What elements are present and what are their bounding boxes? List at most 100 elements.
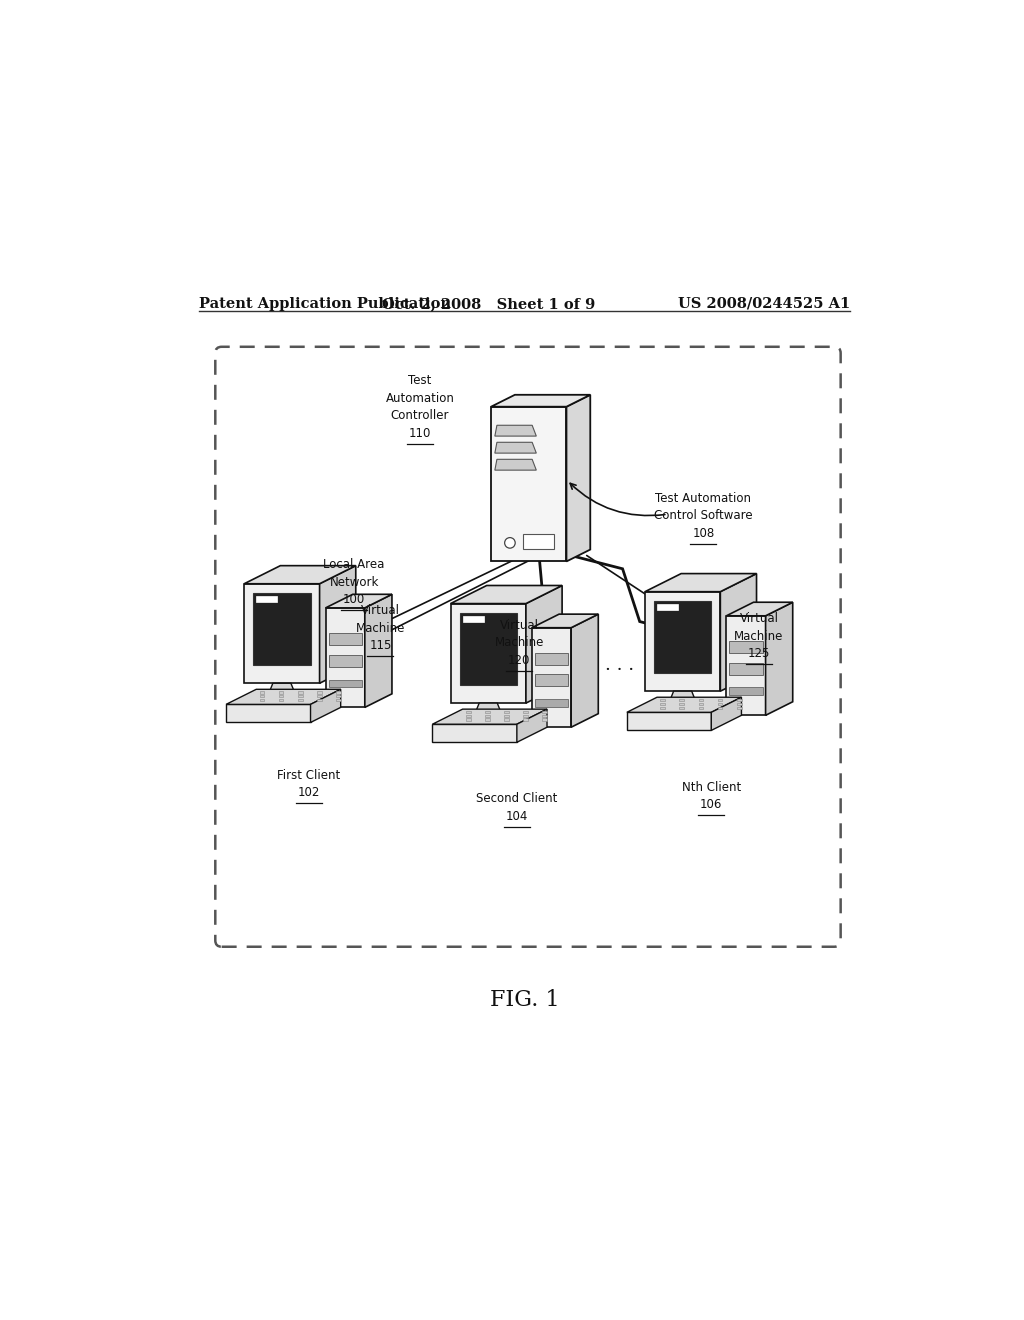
Text: Virtual: Virtual [360, 605, 399, 618]
Text: Network: Network [330, 576, 379, 589]
Text: Nth Client: Nth Client [682, 780, 741, 793]
Polygon shape [517, 709, 547, 742]
Polygon shape [329, 655, 361, 667]
Polygon shape [736, 700, 741, 701]
Polygon shape [329, 680, 361, 688]
Polygon shape [566, 395, 590, 561]
Text: 115: 115 [370, 639, 391, 652]
Text: US 2008/0244525 A1: US 2008/0244525 A1 [678, 297, 850, 312]
Polygon shape [523, 711, 528, 713]
Polygon shape [660, 702, 666, 705]
Text: Local Area: Local Area [324, 558, 385, 572]
Polygon shape [473, 704, 503, 718]
Text: FIG. 1: FIG. 1 [490, 989, 559, 1011]
Polygon shape [485, 718, 489, 721]
Polygon shape [298, 694, 302, 697]
Polygon shape [698, 700, 703, 701]
Text: 125: 125 [748, 647, 770, 660]
Polygon shape [523, 714, 528, 717]
Polygon shape [466, 714, 471, 717]
Polygon shape [432, 709, 547, 725]
Polygon shape [654, 601, 712, 673]
Polygon shape [718, 702, 723, 705]
Text: Test Automation: Test Automation [655, 492, 752, 504]
Polygon shape [244, 566, 355, 583]
Polygon shape [627, 713, 712, 730]
Text: . . .: . . . [605, 656, 635, 675]
Polygon shape [680, 700, 684, 701]
Text: First Client: First Client [278, 768, 341, 781]
Polygon shape [279, 694, 284, 697]
Polygon shape [766, 602, 793, 715]
Polygon shape [259, 692, 264, 693]
Text: Machine: Machine [734, 630, 783, 643]
Text: Machine: Machine [355, 622, 406, 635]
Text: Automation: Automation [386, 392, 455, 405]
Polygon shape [485, 714, 489, 717]
Text: 106: 106 [700, 799, 723, 810]
Polygon shape [329, 632, 361, 644]
Polygon shape [657, 603, 678, 610]
Polygon shape [495, 459, 537, 470]
Polygon shape [259, 698, 264, 701]
Polygon shape [466, 711, 471, 713]
Polygon shape [543, 718, 547, 721]
Polygon shape [267, 684, 297, 698]
Polygon shape [526, 586, 562, 704]
Text: 104: 104 [506, 810, 528, 822]
Polygon shape [460, 612, 517, 685]
Text: 110: 110 [409, 426, 431, 440]
Polygon shape [319, 566, 355, 684]
Polygon shape [535, 652, 568, 664]
Text: 102: 102 [298, 787, 321, 799]
Polygon shape [680, 702, 684, 705]
Polygon shape [365, 594, 392, 708]
Polygon shape [495, 442, 537, 453]
Polygon shape [726, 602, 793, 616]
Text: Oct. 2, 2008   Sheet 1 of 9: Oct. 2, 2008 Sheet 1 of 9 [382, 297, 596, 312]
Polygon shape [432, 725, 517, 742]
Text: Virtual: Virtual [500, 619, 539, 632]
Polygon shape [718, 706, 723, 709]
Polygon shape [698, 706, 703, 709]
Polygon shape [244, 583, 319, 684]
Polygon shape [645, 591, 720, 692]
Polygon shape [523, 718, 528, 721]
Polygon shape [326, 594, 392, 609]
Polygon shape [336, 694, 341, 697]
Text: Machine: Machine [495, 636, 544, 649]
Polygon shape [451, 586, 562, 603]
Polygon shape [645, 574, 757, 591]
Polygon shape [298, 692, 302, 693]
Polygon shape [571, 614, 598, 727]
Text: Second Client: Second Client [476, 792, 557, 805]
Polygon shape [720, 574, 757, 692]
Text: Controller: Controller [391, 409, 450, 422]
Polygon shape [279, 698, 284, 701]
Polygon shape [316, 694, 322, 697]
Text: 108: 108 [692, 527, 715, 540]
Polygon shape [256, 595, 278, 602]
Polygon shape [316, 692, 322, 693]
Polygon shape [698, 702, 703, 705]
Polygon shape [504, 718, 509, 721]
Polygon shape [504, 711, 509, 713]
Polygon shape [726, 616, 766, 715]
Polygon shape [310, 689, 341, 722]
Text: Control Software: Control Software [654, 510, 753, 523]
Polygon shape [492, 395, 590, 407]
Polygon shape [522, 533, 554, 549]
Polygon shape [627, 697, 741, 713]
Polygon shape [729, 640, 763, 652]
Polygon shape [451, 603, 526, 704]
Text: Patent Application Publication: Patent Application Publication [200, 297, 452, 312]
Polygon shape [336, 698, 341, 701]
FancyBboxPatch shape [215, 347, 841, 946]
Polygon shape [531, 628, 571, 727]
Polygon shape [495, 425, 537, 436]
Polygon shape [660, 700, 666, 701]
Polygon shape [259, 694, 264, 697]
Polygon shape [226, 689, 341, 705]
Polygon shape [504, 714, 509, 717]
Polygon shape [226, 705, 310, 722]
